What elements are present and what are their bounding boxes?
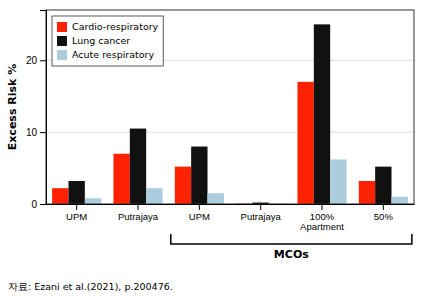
bar (191, 147, 207, 204)
x-axis: UPM Putrajaya UPM Putrajaya 100%Apartment 50% (47, 204, 415, 232)
bar-series (85, 159, 408, 204)
x-tick-label: 100%Apartment (300, 211, 344, 232)
bar (359, 181, 375, 204)
plot: 0 10 20 UPM Putrajaya UPM Putrajaya 100%Apartme… (26, 10, 415, 261)
legend-item: Acute respiratory (57, 49, 154, 61)
bars (52, 24, 408, 204)
x-tick-mark (199, 204, 200, 210)
x-tick-mark (76, 204, 77, 210)
bar (297, 82, 313, 204)
y-tick-mark (40, 60, 46, 61)
bar (68, 181, 84, 204)
bar (175, 167, 191, 204)
y-tick-mark (40, 204, 46, 205)
legend-swatch (57, 50, 67, 60)
bar (314, 24, 330, 204)
x-tick-label: UPM (189, 211, 210, 222)
bar (375, 167, 391, 204)
legend-label: Lung cancer (72, 35, 130, 46)
legend-item: Cardio-respiratory (57, 21, 159, 33)
legend-box (52, 16, 163, 66)
bar (85, 198, 101, 204)
y-tick-mark (40, 132, 46, 133)
legend-swatch (57, 22, 67, 32)
y-tick-label: 10 (26, 127, 38, 138)
x-tick-label: Putrajaya (118, 211, 159, 222)
y-tick: 0 (31, 199, 46, 210)
x-tick-label: Putrajaya (241, 211, 282, 222)
grid (46, 60, 414, 204)
legend-label: Acute respiratory (72, 49, 154, 60)
x-tick-label: 50% (374, 211, 394, 222)
legend-item: Lung cancer (57, 35, 130, 47)
legend: Cardio-respiratory Lung cancer Acute respi… (52, 16, 163, 66)
x-tick: Putrajaya (241, 204, 282, 222)
x-tick: 50% (374, 204, 394, 222)
y-tick: 10 (26, 127, 46, 138)
bar (392, 197, 408, 204)
bar (146, 188, 162, 204)
frame (46, 10, 414, 204)
y-tick-label: 0 (31, 199, 37, 210)
chart: 0 10 20 UPM Putrajaya UPM Putrajaya 100%Apartme… (0, 0, 426, 296)
x-tick-mark (383, 204, 384, 210)
x-axis-line (47, 204, 415, 205)
y-tick: 20 (26, 55, 46, 66)
x-tick-label: UPM (66, 211, 87, 222)
bar (208, 193, 224, 204)
grid-line (46, 132, 414, 133)
x-tick-mark (138, 204, 139, 210)
y-axis-title: Excess Risk % (6, 64, 19, 150)
x-tick-mark (322, 204, 323, 210)
x-tick: UPM (189, 204, 210, 222)
bar (330, 159, 346, 204)
x-tick-mark (260, 204, 261, 210)
source: 자료: Ezani et al.(2021), p.200476. (8, 281, 173, 292)
bar (52, 188, 68, 204)
bracket (171, 234, 412, 244)
legend-swatch (57, 36, 67, 46)
legend-label: Cardio-respiratory (72, 21, 159, 32)
y-axis-line (40, 11, 47, 205)
annotation: MCOs (274, 248, 309, 261)
x-tick: UPM (66, 204, 87, 222)
x-tick: 100%Apartment (300, 204, 344, 232)
bar-series (68, 24, 391, 204)
y-axis: 0 10 20 (26, 11, 47, 210)
x-tick: Putrajaya (118, 204, 159, 222)
bar (130, 129, 146, 204)
bar (113, 154, 129, 204)
y-tick-label: 20 (26, 55, 38, 66)
bracket-line (171, 234, 412, 244)
